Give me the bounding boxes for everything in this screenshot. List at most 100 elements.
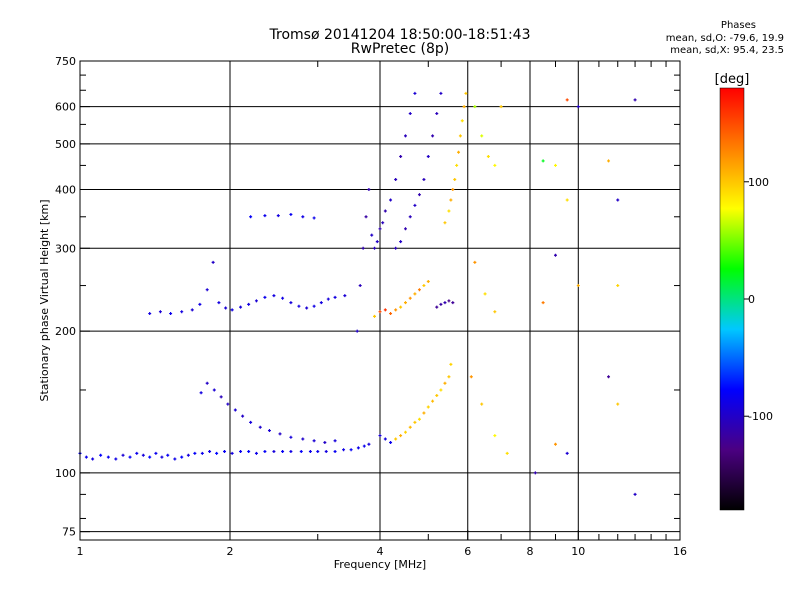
data-point: [364, 215, 368, 219]
data-point: [316, 450, 320, 454]
data-point: [249, 215, 253, 219]
data-point: [403, 227, 407, 231]
data-point: [553, 253, 557, 257]
data-point: [308, 450, 312, 454]
data-point: [219, 395, 223, 399]
data-point: [565, 451, 569, 455]
data-point: [417, 288, 421, 292]
data-point: [258, 425, 262, 429]
y-tick-label: 75: [62, 526, 76, 539]
data-point: [289, 301, 293, 305]
data-point: [312, 304, 316, 308]
data-point: [312, 216, 316, 220]
data-point: [180, 310, 184, 314]
data-point: [422, 284, 426, 288]
data-point: [576, 105, 580, 109]
data-point: [633, 98, 637, 102]
data-point: [356, 446, 360, 450]
data-point: [565, 198, 569, 202]
data-point: [499, 105, 503, 109]
data-point: [158, 310, 162, 314]
data-point: [453, 178, 457, 182]
data-point: [349, 448, 353, 452]
data-point: [553, 442, 557, 446]
y-tick-label: 400: [55, 183, 76, 196]
data-point: [305, 306, 309, 310]
x-axis-label: Frequency [MHz]: [334, 558, 426, 571]
data-point: [205, 288, 209, 292]
data-point: [381, 221, 385, 225]
data-point: [224, 306, 228, 310]
data-point: [343, 294, 347, 298]
phase-mean-x: mean, sd,X: 95.4, 23.5: [670, 45, 784, 56]
data-point: [431, 399, 435, 403]
data-point: [301, 437, 305, 441]
data-point: [281, 450, 285, 454]
data-point: [486, 155, 490, 159]
y-tick-label: 300: [55, 242, 76, 255]
data-point: [451, 301, 455, 305]
data-point: [272, 294, 276, 298]
data-point: [289, 450, 293, 454]
x-tick-label: 6: [464, 545, 471, 558]
data-point: [135, 451, 139, 455]
data-point: [312, 439, 316, 443]
data-point: [413, 420, 417, 424]
data-point: [462, 105, 466, 109]
data-point: [272, 450, 276, 454]
data-point: [186, 453, 190, 457]
data-point: [114, 457, 118, 461]
data-point: [553, 163, 557, 167]
data-point: [403, 134, 407, 138]
data-point: [493, 310, 497, 314]
data-point: [141, 453, 145, 457]
data-point: [460, 119, 464, 123]
data-point: [389, 441, 393, 445]
data-point: [342, 448, 346, 452]
data-point: [443, 221, 447, 225]
colorbar: [deg] 100 0 -100: [715, 72, 773, 511]
chart-subtitle: RwPretec (8p): [350, 41, 450, 57]
data-point: [324, 450, 328, 454]
x-tick-label: 10: [571, 545, 585, 558]
data-point: [469, 375, 473, 379]
data-point: [190, 308, 194, 312]
data-point: [435, 393, 439, 397]
data-point: [263, 295, 267, 299]
x-tick-label: 8: [527, 545, 534, 558]
data-point: [439, 388, 443, 392]
data-point: [230, 308, 234, 312]
data-point: [383, 437, 387, 441]
colorbar-tick-label: -100: [748, 410, 773, 423]
data-point: [616, 284, 620, 288]
data-point: [439, 302, 443, 306]
data-point: [399, 155, 403, 159]
data-point: [435, 305, 439, 309]
grid-layer: [80, 61, 680, 540]
data-point: [378, 227, 382, 231]
data-point: [233, 408, 237, 412]
data-point: [166, 453, 170, 457]
data-point: [480, 134, 484, 138]
data-point: [169, 312, 173, 316]
data-point: [263, 450, 267, 454]
x-tick-label: 1: [77, 545, 84, 558]
data-point: [230, 451, 234, 455]
data-point: [408, 425, 412, 429]
data-point: [443, 301, 447, 305]
data-point: [447, 209, 451, 213]
data-point: [254, 299, 258, 303]
data-point: [378, 310, 382, 314]
y-axis-label: Stationary phase Virtual Height [km]: [38, 199, 51, 401]
data-point: [289, 212, 293, 216]
data-point: [205, 381, 209, 385]
data-point: [413, 91, 417, 95]
data-point: [239, 450, 243, 454]
data-point: [180, 455, 184, 459]
data-point: [483, 292, 487, 296]
data-point: [367, 442, 371, 446]
data-point: [403, 301, 407, 305]
data-point: [333, 450, 337, 454]
data-point: [480, 402, 484, 406]
data-point: [505, 451, 509, 455]
